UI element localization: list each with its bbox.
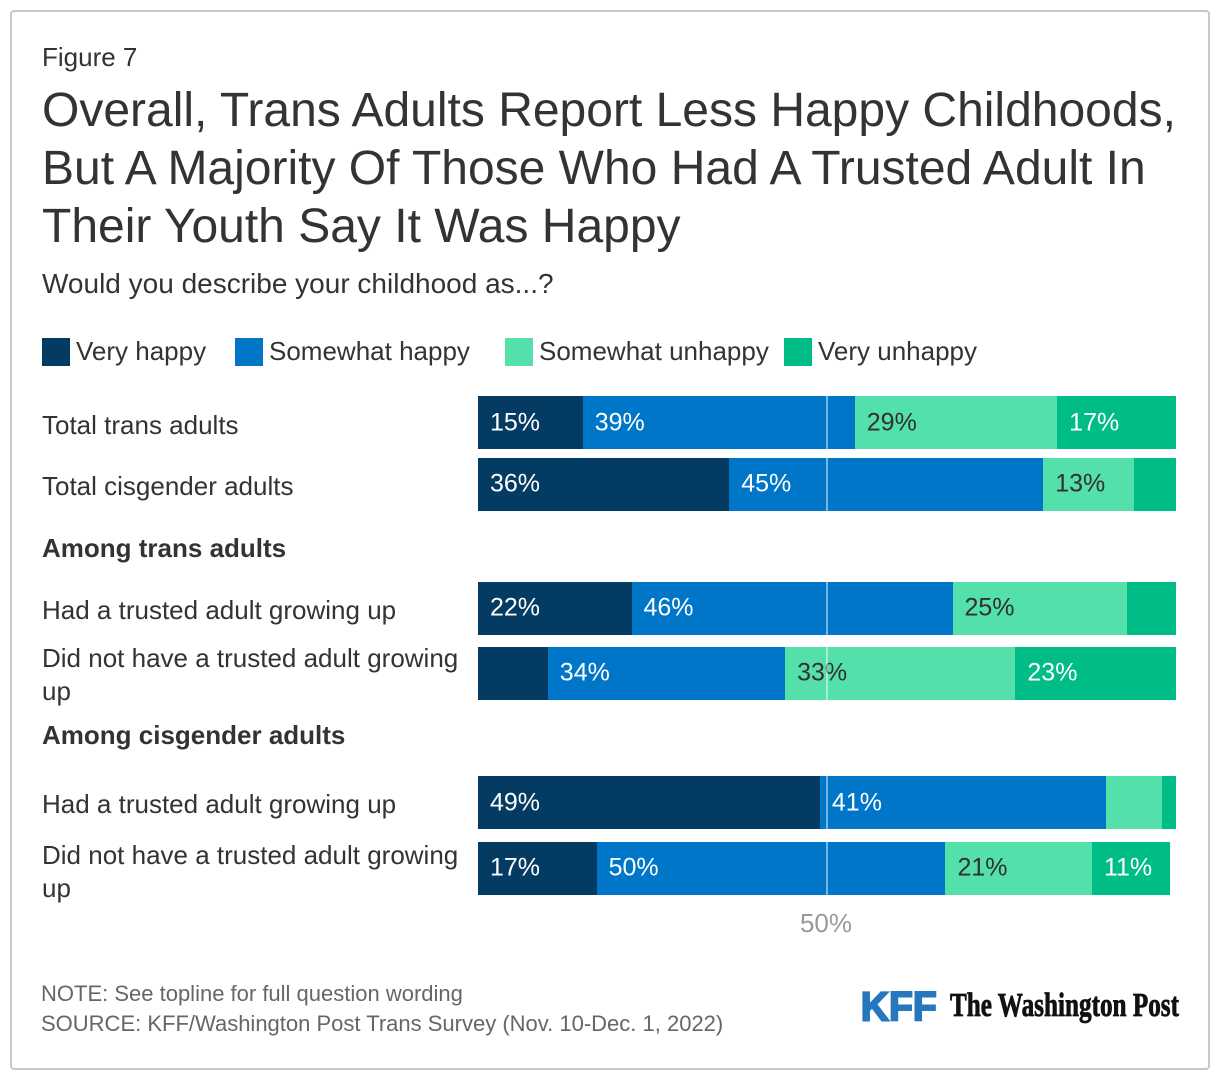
svg-text:KFF: KFF [861, 983, 937, 1029]
svg-text:The Washington Post: The Washington Post [950, 987, 1179, 1024]
